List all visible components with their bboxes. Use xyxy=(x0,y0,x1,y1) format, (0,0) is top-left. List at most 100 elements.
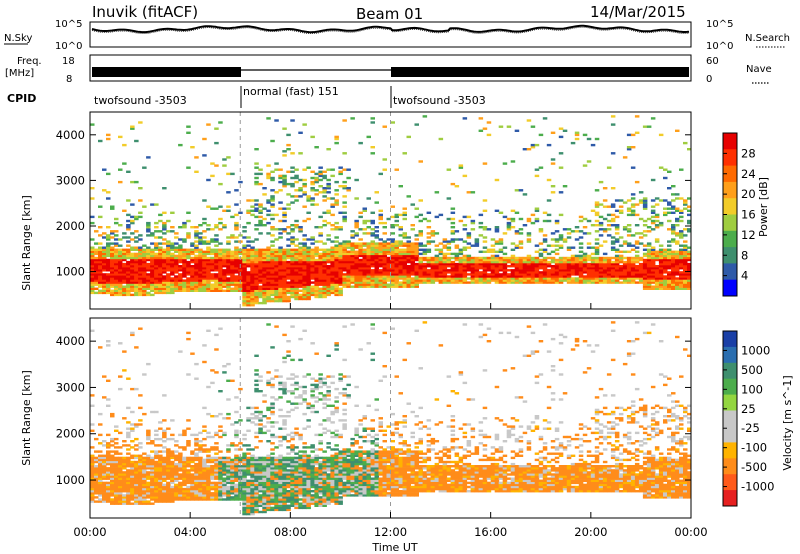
power-cell xyxy=(654,250,660,253)
power-cell xyxy=(310,248,315,251)
velocity-cell xyxy=(130,423,135,426)
power-cell xyxy=(130,279,135,282)
power-cell xyxy=(546,265,552,268)
power-cell xyxy=(314,291,319,295)
power-cell xyxy=(202,217,207,221)
power-cell xyxy=(675,219,680,223)
power-cell xyxy=(310,135,315,139)
velocity-cell xyxy=(130,490,135,493)
power-cell xyxy=(294,168,299,171)
power-cell xyxy=(462,273,468,276)
power-cell xyxy=(671,199,676,202)
velocity-cell xyxy=(230,467,235,470)
power-cell xyxy=(278,207,283,210)
power-cell xyxy=(90,289,95,292)
power-cell xyxy=(558,256,564,260)
power-cell xyxy=(454,262,460,266)
power-cell xyxy=(578,250,584,253)
power-cell xyxy=(338,256,343,260)
power-cell xyxy=(542,269,548,272)
velocity-cell xyxy=(134,387,139,391)
power-cell xyxy=(98,256,103,260)
power-cell xyxy=(214,277,219,280)
velocity-cell xyxy=(90,485,95,489)
power-cell xyxy=(290,262,295,266)
velocity-cell xyxy=(198,465,203,468)
power-cell xyxy=(374,281,379,284)
power-cell xyxy=(258,219,263,223)
power-cell xyxy=(286,203,291,206)
power-cell xyxy=(166,258,171,262)
velocity-cell xyxy=(146,494,151,497)
power-cell xyxy=(306,281,311,284)
power-cell xyxy=(334,250,339,253)
power-cell xyxy=(226,248,231,251)
power-cell xyxy=(586,160,592,163)
power-cell xyxy=(622,273,628,276)
power-cell xyxy=(522,265,528,268)
power-cell xyxy=(667,281,672,284)
power-cell xyxy=(638,199,644,202)
power-cell xyxy=(126,281,131,284)
velocity-cell xyxy=(202,458,207,462)
power-cell xyxy=(226,209,231,212)
power-cell xyxy=(606,213,612,217)
power-cell xyxy=(266,201,271,204)
power-cell xyxy=(642,125,648,128)
power-cell xyxy=(90,281,95,284)
power-cell xyxy=(546,256,552,260)
power-cell xyxy=(602,205,608,208)
power-cell xyxy=(566,269,572,272)
power-cell xyxy=(218,258,223,262)
power-cell xyxy=(687,230,692,233)
power-cell xyxy=(638,201,644,204)
power-cell xyxy=(526,271,532,274)
power-cell xyxy=(606,281,612,284)
power-cell xyxy=(90,267,95,270)
velocity-cell xyxy=(186,465,191,468)
power-cell xyxy=(90,279,95,282)
power-cell xyxy=(578,265,584,268)
power-cell xyxy=(654,226,660,229)
velocity-cell xyxy=(122,494,127,497)
power-cell xyxy=(370,254,375,258)
power-cell xyxy=(294,252,299,256)
power-cell xyxy=(218,273,223,276)
power-cell xyxy=(310,275,315,278)
power-cell xyxy=(338,211,343,214)
power-cell xyxy=(675,224,680,227)
velocity-cell xyxy=(202,429,207,432)
velocity-cell xyxy=(194,494,199,497)
power-cell xyxy=(663,168,668,171)
power-cell xyxy=(130,289,135,292)
power-cell xyxy=(679,232,684,235)
power-cell xyxy=(358,260,363,264)
power-cell xyxy=(122,289,127,292)
velocity-cell xyxy=(174,462,179,466)
power-cell xyxy=(622,240,628,243)
power-cell xyxy=(338,291,343,295)
power-cell xyxy=(126,287,131,290)
power-cell xyxy=(294,285,299,288)
power-cell xyxy=(667,248,672,251)
power-cell xyxy=(562,262,568,266)
power-cell xyxy=(274,260,279,264)
power-cell xyxy=(510,271,516,274)
velocity-cell xyxy=(206,498,211,501)
power-cell xyxy=(342,185,347,188)
power-cell xyxy=(238,180,243,184)
power-cell xyxy=(242,287,247,290)
power-cell xyxy=(430,275,436,278)
power-cell xyxy=(338,258,343,262)
power-cell xyxy=(142,260,147,264)
power-cell xyxy=(530,262,536,266)
power-cell xyxy=(502,246,508,249)
power-cell xyxy=(406,242,411,245)
power-cell xyxy=(442,281,448,284)
power-cell xyxy=(462,281,468,284)
velocity-cell xyxy=(106,471,111,474)
power-cell xyxy=(450,265,456,268)
power-cell xyxy=(594,273,600,276)
power-cell xyxy=(675,209,680,212)
power-cell xyxy=(130,256,135,260)
